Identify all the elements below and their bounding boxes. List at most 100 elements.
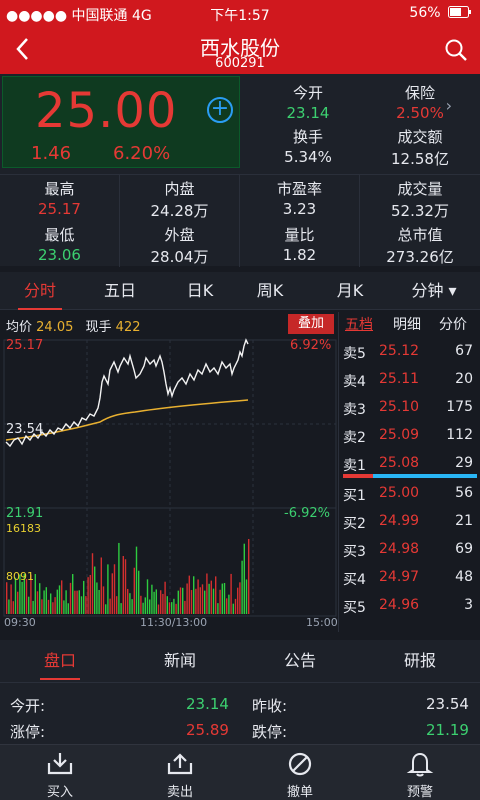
stat-value: 3.23 (282, 200, 317, 218)
stat-label: 外盘 (164, 226, 195, 244)
sell-button[interactable]: 卖出 (120, 745, 240, 800)
tab-daily-k[interactable]: 日K (186, 281, 214, 300)
stat-value: 1.82 (282, 246, 317, 264)
chevron-right-icon[interactable]: › (445, 96, 452, 115)
level-name: 买1 (343, 488, 366, 504)
volume-bar (195, 588, 197, 614)
book-tab-price-distribution[interactable]: 分价 (439, 317, 467, 333)
volume-bar (166, 596, 168, 614)
volume-bar (171, 602, 173, 614)
amount-label: 成交额 (397, 128, 443, 146)
volume-bar (105, 604, 107, 614)
app-header: 西水股份 600291 (0, 28, 480, 74)
avg-price-value: 24.05 (36, 320, 74, 335)
sector-label[interactable]: 保险 (404, 84, 435, 102)
handicap-panel: 今开: 23.14 昨收: 23.54 涨停: 25.89 跌停: 21.19 (0, 682, 480, 744)
volume-bar (50, 593, 52, 614)
stat-label: 成交量 (397, 180, 443, 198)
volume-bar (56, 589, 58, 614)
volume-bar (30, 574, 32, 614)
volume-bar (217, 603, 219, 614)
tab-minute[interactable]: 分钟 ▾ (411, 281, 457, 300)
chart-legend: 均价 24.05 现手 422 (6, 316, 141, 335)
volume-bar (212, 588, 215, 614)
stat-value: 273.26亿 (386, 248, 454, 266)
volume-bar (201, 584, 204, 614)
chart-top-price: 25.17 (6, 338, 44, 353)
volume-bar (32, 600, 34, 614)
alert-label: 预警 (406, 785, 433, 800)
volume-bar (74, 590, 76, 614)
volume-bar (237, 587, 239, 614)
volume-bar (39, 583, 41, 614)
level-price: 25.11 (379, 371, 420, 387)
tab-news[interactable]: 新闻 (163, 651, 196, 670)
stat-label: 总市值 (397, 226, 443, 244)
level-name: 卖2 (343, 430, 366, 446)
tab-weekly-k[interactable]: 周K (256, 281, 284, 300)
price-line (5, 338, 249, 448)
sector-value[interactable]: 2.50% (396, 104, 444, 122)
volume-bar (239, 582, 241, 614)
buy-button[interactable]: 买入 (0, 745, 120, 800)
order-book: 五档 明细 分价 卖5 25.12 67 卖4 25.11 20 卖3 25.10 175 卖2 2… (338, 312, 480, 632)
tab-handicap[interactable]: 盘口 (0, 640, 120, 682)
search-icon (445, 39, 467, 61)
volume-bar (63, 600, 65, 614)
level-qty: 3 (464, 597, 473, 613)
level-name: 买4 (343, 572, 366, 588)
volume-bar (91, 553, 94, 614)
volume-bars (6, 538, 250, 614)
alert-button[interactable]: 预警 (360, 745, 480, 800)
volume-bar (151, 584, 153, 614)
volume-bar (153, 591, 155, 614)
back-button[interactable] (12, 34, 34, 64)
chart-bottom-price: 21.91 (6, 506, 44, 521)
prev-close-label: 昨收: (252, 697, 288, 715)
limit-down-label: 跌停: (252, 723, 288, 741)
search-button[interactable] (444, 38, 468, 62)
volume-bar (76, 590, 78, 614)
book-tab-five-levels[interactable]: 五档 (345, 317, 373, 333)
level-name: 买2 (343, 516, 366, 532)
volume-max: 16183 (6, 522, 41, 535)
sell-tray-icon (167, 753, 193, 775)
limit-down-value: 21.19 (426, 721, 469, 739)
level-name: 卖5 (343, 346, 366, 362)
tab-intraday[interactable]: 分时 (0, 272, 80, 310)
book-tab-details[interactable]: 明细 (393, 317, 421, 333)
buy-level-row: 买3 24.98 69 (339, 536, 480, 564)
stat-outer: 外盘 28.04万 (120, 221, 240, 267)
open-value: 23.14 (286, 104, 330, 122)
buy-tray-icon (47, 753, 73, 775)
ask-ratio (343, 474, 373, 478)
cancel-order-label: 撤单 (286, 785, 313, 800)
overlay-button[interactable]: 叠加 (288, 314, 334, 334)
cancel-order-button[interactable]: 撤单 (240, 745, 360, 800)
volume-bar (219, 589, 221, 614)
volume-bar (45, 587, 47, 614)
level-price: 25.00 (379, 485, 420, 501)
volume-bar (193, 576, 195, 614)
buy-level-row: 买1 25.00 56 (339, 480, 480, 508)
tab-announcements[interactable]: 公告 (283, 651, 316, 670)
intraday-chart[interactable]: 均价 24.05 现手 422 叠加 25.17 6.92% 23.54 21.… (0, 312, 338, 632)
stat-volume-ratio: 量比 1.82 (240, 221, 360, 267)
tab-five-day[interactable]: 五日 (103, 281, 136, 300)
volume-bar (100, 557, 102, 614)
level-name: 买5 (343, 600, 366, 616)
level-qty: 69 (455, 541, 473, 557)
volume-bar (124, 559, 127, 614)
add-watchlist-button[interactable]: + (207, 97, 233, 123)
level-price: 25.10 (379, 399, 420, 415)
volume-bar (149, 599, 151, 614)
volume-bar (186, 583, 188, 614)
volume-bar (47, 599, 50, 614)
tab-research[interactable]: 研报 (403, 651, 436, 670)
volume-bar (89, 574, 91, 614)
volume-bar (54, 597, 56, 614)
volume-bar (199, 587, 201, 614)
volume-bar (122, 556, 124, 614)
tab-monthly-k[interactable]: 月K (336, 281, 364, 300)
time-mid: 11:30/13:00 (140, 616, 208, 629)
